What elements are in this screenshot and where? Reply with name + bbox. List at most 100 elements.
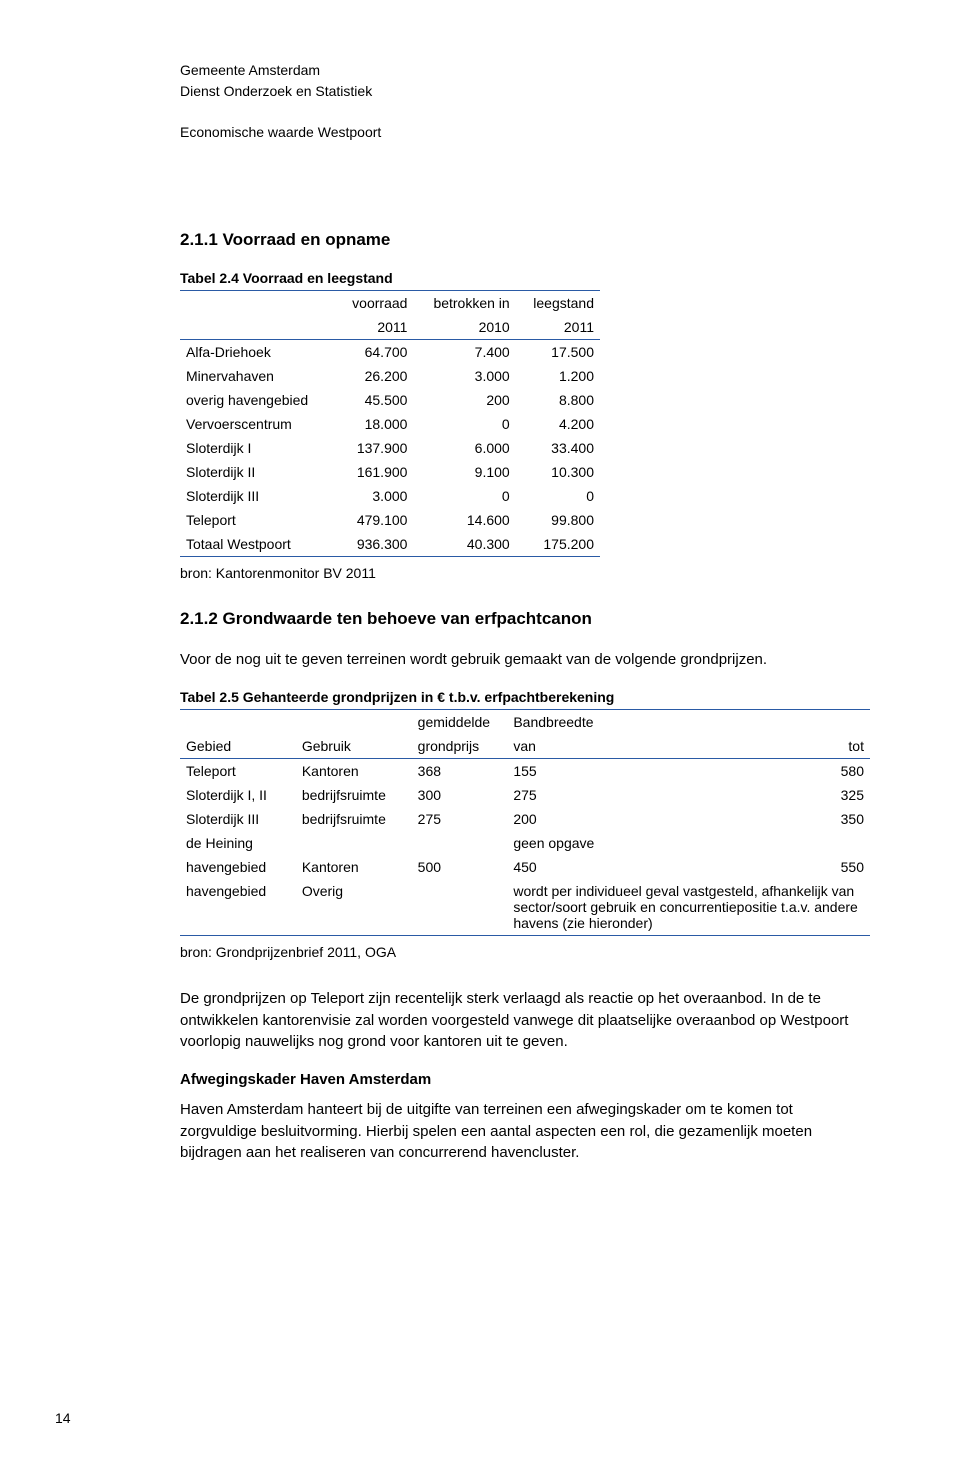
table-2-h1-c4 bbox=[769, 709, 870, 734]
table-cell: 7.400 bbox=[413, 340, 515, 365]
table-cell: overig havengebied bbox=[180, 388, 336, 412]
table-cell: 14.600 bbox=[413, 508, 515, 532]
table-cell: 137.900 bbox=[336, 436, 414, 460]
table-cell: 40.300 bbox=[413, 532, 515, 557]
table-1-body: Alfa-Driehoek64.7007.40017.500Minervahav… bbox=[180, 340, 600, 557]
table-cell: 9.100 bbox=[413, 460, 515, 484]
table-cell-van: 450 bbox=[507, 855, 769, 879]
table-cell: 4.200 bbox=[516, 412, 600, 436]
table-row: Vervoerscentrum18.00004.200 bbox=[180, 412, 600, 436]
table-1-caption: Tabel 2.4 Voorraad en leegstand bbox=[180, 270, 870, 286]
body-p1: De grondprijzen op Teleport zijn recente… bbox=[180, 988, 870, 1053]
table-row: de Heining geen opgave bbox=[180, 831, 870, 855]
table-cell-van: 155 bbox=[507, 758, 769, 783]
table-row: Alfa-Driehoek64.7007.40017.500 bbox=[180, 340, 600, 365]
table-cell: 479.100 bbox=[336, 508, 414, 532]
table-2-h1-c0 bbox=[180, 709, 296, 734]
table-1-h2-c3: 2011 bbox=[516, 315, 600, 340]
page-header: Gemeente Amsterdam Dienst Onderzoek en S… bbox=[180, 60, 870, 102]
table-cell-van: 200 bbox=[507, 807, 769, 831]
section-2-intro: Voor de nog uit te geven terreinen wordt… bbox=[180, 649, 870, 671]
table-cell-gebied: havengebied bbox=[180, 855, 296, 879]
table-2-caption: Tabel 2.5 Gehanteerde grondprijzen in € … bbox=[180, 689, 870, 705]
table-cell: 8.800 bbox=[516, 388, 600, 412]
table-2-head-row-2: Gebied Gebruik grondprijs van tot bbox=[180, 734, 870, 759]
table-cell: 0 bbox=[516, 484, 600, 508]
table-2-head-row-1: gemiddelde Bandbreedte bbox=[180, 709, 870, 734]
table-row: Sloterdijk III3.00000 bbox=[180, 484, 600, 508]
table-2-h1-c2: gemiddelde bbox=[412, 709, 508, 734]
table-cell: 936.300 bbox=[336, 532, 414, 557]
table-cell-note: wordt per individueel geval vastgesteld,… bbox=[507, 879, 870, 936]
table-cell: 161.900 bbox=[336, 460, 414, 484]
table-cell-gem: 275 bbox=[412, 807, 508, 831]
table-2: gemiddelde Bandbreedte Gebied Gebruik gr… bbox=[180, 709, 870, 936]
table-cell: 26.200 bbox=[336, 364, 414, 388]
table-cell-gebied: Sloterdijk III bbox=[180, 807, 296, 831]
table-cell: 10.300 bbox=[516, 460, 600, 484]
table-row: Totaal Westpoort936.30040.300175.200 bbox=[180, 532, 600, 557]
table-cell: 3.000 bbox=[413, 364, 515, 388]
table-cell: 33.400 bbox=[516, 436, 600, 460]
table-cell: 64.700 bbox=[336, 340, 414, 365]
table-row: Sloterdijk IIIbedrijfsruimte275200350 bbox=[180, 807, 870, 831]
page-subject: Economische waarde Westpoort bbox=[180, 124, 870, 140]
table-cell-gebruik: bedrijfsruimte bbox=[296, 783, 412, 807]
table-cell-gebruik bbox=[296, 831, 412, 855]
table-2-h2-c2: grondprijs bbox=[412, 734, 508, 759]
table-2-h2-c0: Gebied bbox=[180, 734, 296, 759]
table-cell-gebied: Sloterdijk I, II bbox=[180, 783, 296, 807]
table-cell-gem: 300 bbox=[412, 783, 508, 807]
table-row: havengebiedKantoren500450550 bbox=[180, 855, 870, 879]
table-cell-note: geen opgave bbox=[507, 831, 870, 855]
table-cell-gebied: de Heining bbox=[180, 831, 296, 855]
table-1-h1-c2: betrokken in bbox=[413, 291, 515, 316]
section-2-title: 2.1.2 Grondwaarde ten behoeve van erfpac… bbox=[180, 609, 870, 629]
table-2-h1-c3: Bandbreedte bbox=[507, 709, 769, 734]
body-p2: Haven Amsterdam hanteert bij de uitgifte… bbox=[180, 1099, 870, 1164]
table-1-h2-c2: 2010 bbox=[413, 315, 515, 340]
table-cell: 200 bbox=[413, 388, 515, 412]
table-cell-tot: 325 bbox=[769, 783, 870, 807]
table-cell: Alfa-Driehoek bbox=[180, 340, 336, 365]
table-cell-gebruik: Overig bbox=[296, 879, 412, 936]
table-cell-gebied: havengebied bbox=[180, 879, 296, 936]
table-cell: Teleport bbox=[180, 508, 336, 532]
table-2-h1-c1 bbox=[296, 709, 412, 734]
table-cell-gebruik: Kantoren bbox=[296, 758, 412, 783]
page-number: 14 bbox=[55, 1410, 71, 1426]
table-1: voorraad betrokken in leegstand 2011 201… bbox=[180, 290, 600, 557]
table-cell-gem bbox=[412, 831, 508, 855]
table-cell-van: 275 bbox=[507, 783, 769, 807]
table-2-source: bron: Grondprijzenbrief 2011, OGA bbox=[180, 944, 870, 960]
table-row: overig havengebied45.5002008.800 bbox=[180, 388, 600, 412]
table-1-h2-c1: 2011 bbox=[336, 315, 414, 340]
table-1-h1-c1: voorraad bbox=[336, 291, 414, 316]
table-2-h2-c3: van bbox=[507, 734, 769, 759]
page: Gemeente Amsterdam Dienst Onderzoek en S… bbox=[0, 0, 960, 1461]
table-cell-tot: 580 bbox=[769, 758, 870, 783]
table-cell: Sloterdijk III bbox=[180, 484, 336, 508]
body-h2: Afwegingskader Haven Amsterdam bbox=[180, 1069, 870, 1091]
table-cell-gebruik: bedrijfsruimte bbox=[296, 807, 412, 831]
table-cell-gem: 368 bbox=[412, 758, 508, 783]
table-cell: 45.500 bbox=[336, 388, 414, 412]
table-cell: 0 bbox=[413, 412, 515, 436]
table-2-h2-c1: Gebruik bbox=[296, 734, 412, 759]
table-cell: 6.000 bbox=[413, 436, 515, 460]
table-row: Sloterdijk II161.9009.10010.300 bbox=[180, 460, 600, 484]
table-cell: 18.000 bbox=[336, 412, 414, 436]
table-2-h2-c4: tot bbox=[769, 734, 870, 759]
table-row: havengebiedOverig wordt per individueel g… bbox=[180, 879, 870, 936]
table-cell: 99.800 bbox=[516, 508, 600, 532]
table-cell-gebied: Teleport bbox=[180, 758, 296, 783]
table-row: TeleportKantoren368155580 bbox=[180, 758, 870, 783]
table-cell-gem: 500 bbox=[412, 855, 508, 879]
table-cell: 0 bbox=[413, 484, 515, 508]
table-cell: Vervoerscentrum bbox=[180, 412, 336, 436]
table-cell: Sloterdijk II bbox=[180, 460, 336, 484]
table-cell-tot: 550 bbox=[769, 855, 870, 879]
table-row: Minervahaven26.2003.0001.200 bbox=[180, 364, 600, 388]
table-1-h1-c0 bbox=[180, 291, 336, 316]
table-row: Sloterdijk I137.9006.00033.400 bbox=[180, 436, 600, 460]
